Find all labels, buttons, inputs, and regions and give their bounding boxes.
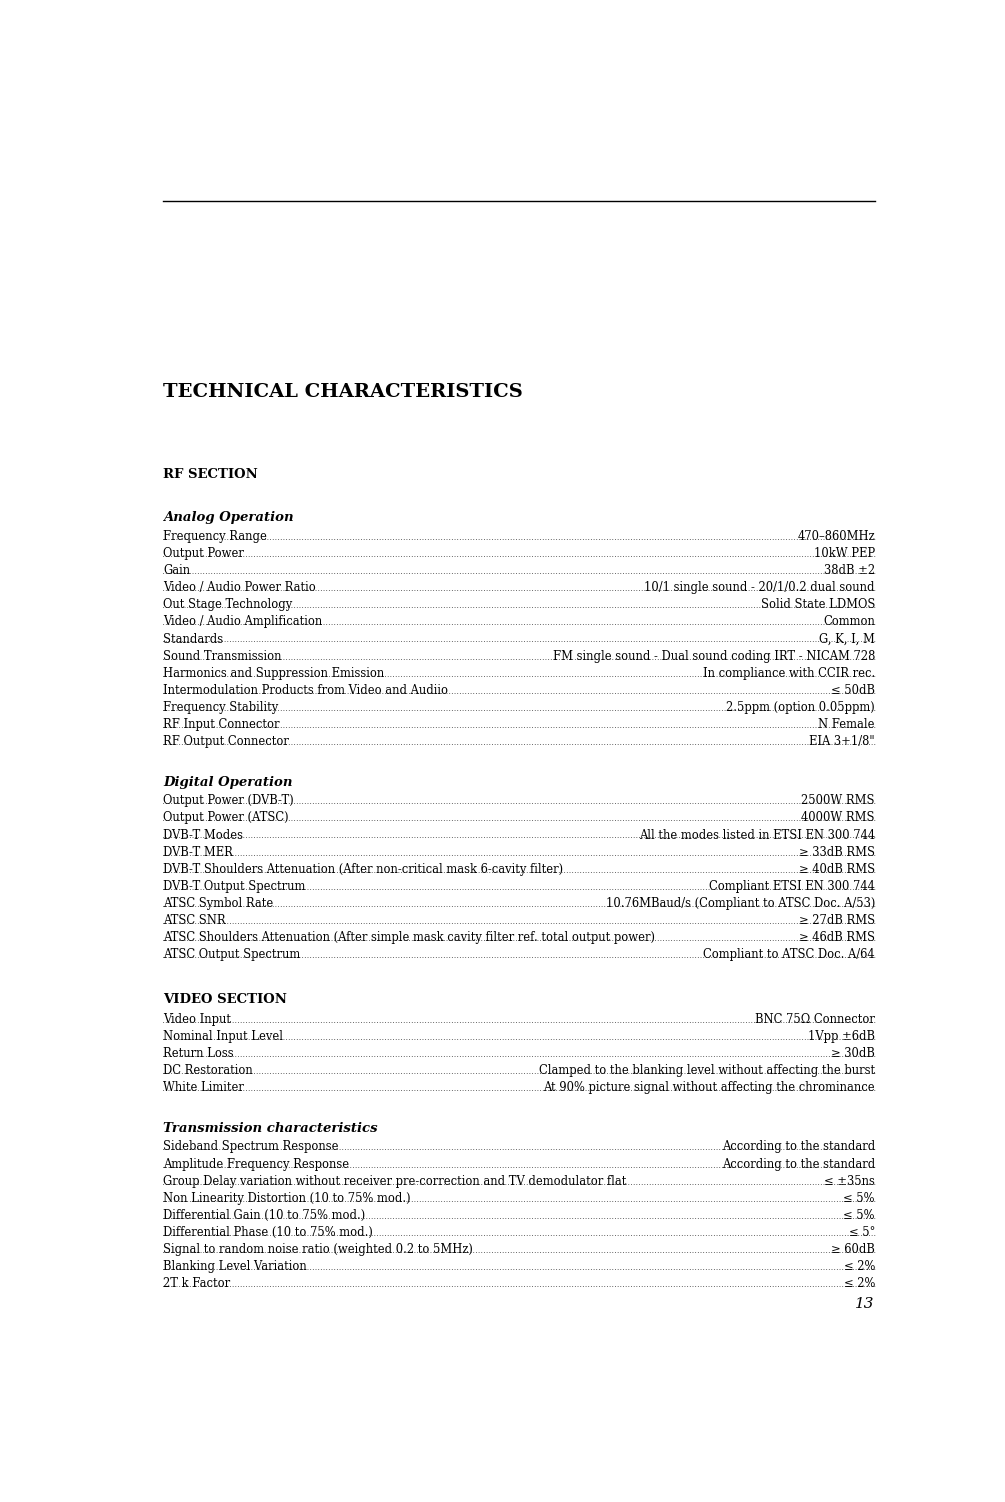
Text: ATSC Symbol Rate: ATSC Symbol Rate xyxy=(163,897,273,910)
Text: ≤ 2%: ≤ 2% xyxy=(843,1277,875,1290)
Text: ≤ 50dB: ≤ 50dB xyxy=(831,683,875,697)
Text: According to the standard: According to the standard xyxy=(722,1140,875,1154)
Text: All the modes listed in ETSI EN 300 744: All the modes listed in ETSI EN 300 744 xyxy=(639,829,875,841)
Text: DVB-T Shoulders Attenuation (After non-critical mask 6-cavity filter): DVB-T Shoulders Attenuation (After non-c… xyxy=(163,862,563,876)
Text: Video / Audio Amplification: Video / Audio Amplification xyxy=(163,616,323,628)
Text: RF SECTION: RF SECTION xyxy=(163,469,257,481)
Text: G, K, I, M: G, K, I, M xyxy=(819,632,875,646)
Text: Harmonics and Suppression Emission: Harmonics and Suppression Emission xyxy=(163,667,384,680)
Text: Frequency Stability: Frequency Stability xyxy=(163,701,278,713)
Text: Standards: Standards xyxy=(163,632,223,646)
Text: According to the standard: According to the standard xyxy=(722,1158,875,1170)
Text: At 90% picture signal without affecting the chrominance: At 90% picture signal without affecting … xyxy=(544,1081,875,1095)
Text: 4000W RMS: 4000W RMS xyxy=(801,811,875,825)
Text: ≥ 46dB RMS: ≥ 46dB RMS xyxy=(799,931,875,945)
Text: Compliant to ATSC Doc. A/64: Compliant to ATSC Doc. A/64 xyxy=(704,948,875,961)
Text: TECHNICAL CHARACTERISTICS: TECHNICAL CHARACTERISTICS xyxy=(163,383,523,401)
Text: Differential Phase (10 to 75% mod.): Differential Phase (10 to 75% mod.) xyxy=(163,1226,373,1239)
Text: DVB-T Modes: DVB-T Modes xyxy=(163,829,243,841)
Text: Nominal Input Level: Nominal Input Level xyxy=(163,1030,283,1042)
Text: ≥ 33dB RMS: ≥ 33dB RMS xyxy=(799,846,875,859)
Text: Signal to random noise ratio (weighted 0.2 to 5MHz): Signal to random noise ratio (weighted 0… xyxy=(163,1244,473,1256)
Text: DVB-T MER: DVB-T MER xyxy=(163,846,233,859)
Text: Differential Gain (10 to 75% mod.): Differential Gain (10 to 75% mod.) xyxy=(163,1209,365,1223)
Text: 1Vpp ±6dB: 1Vpp ±6dB xyxy=(808,1030,875,1042)
Text: ≤ 5%: ≤ 5% xyxy=(843,1209,875,1223)
Text: EIA 3+1/8": EIA 3+1/8" xyxy=(809,736,875,748)
Text: Transmission characteristics: Transmission characteristics xyxy=(163,1122,378,1134)
Text: Output Power (DVB-T): Output Power (DVB-T) xyxy=(163,795,293,808)
Text: Video / Audio Power Ratio: Video / Audio Power Ratio xyxy=(163,581,316,595)
Text: RF Output Connector: RF Output Connector xyxy=(163,736,288,748)
Text: ≤ 5°: ≤ 5° xyxy=(848,1226,875,1239)
Text: ≥ 40dB RMS: ≥ 40dB RMS xyxy=(799,862,875,876)
Text: 470–860MHz: 470–860MHz xyxy=(797,530,875,542)
Text: Output Power (ATSC): Output Power (ATSC) xyxy=(163,811,288,825)
Text: In compliance with CCIR rec.: In compliance with CCIR rec. xyxy=(702,667,875,680)
Text: Video Input: Video Input xyxy=(163,1012,231,1026)
Text: ≥ 27dB RMS: ≥ 27dB RMS xyxy=(799,915,875,927)
Text: Blanking Level Variation: Blanking Level Variation xyxy=(163,1260,307,1274)
Text: Sideband Spectrum Response: Sideband Spectrum Response xyxy=(163,1140,339,1154)
Text: 2.5ppm (option 0.05ppm): 2.5ppm (option 0.05ppm) xyxy=(727,701,875,713)
Text: 13: 13 xyxy=(855,1298,875,1311)
Text: 2T k Factor: 2T k Factor xyxy=(163,1277,230,1290)
Text: 2500W RMS: 2500W RMS xyxy=(801,795,875,808)
Text: 10kW PEP: 10kW PEP xyxy=(814,547,875,560)
Text: ≥ 60dB: ≥ 60dB xyxy=(831,1244,875,1256)
Text: Digital Operation: Digital Operation xyxy=(163,775,292,789)
Text: RF Input Connector: RF Input Connector xyxy=(163,718,279,731)
Text: VIDEO SECTION: VIDEO SECTION xyxy=(163,993,286,1006)
Text: FM single sound - Dual sound coding IRT - NICAM 728: FM single sound - Dual sound coding IRT … xyxy=(553,650,875,662)
Text: 10/1 single sound - 20/1/0.2 dual sound: 10/1 single sound - 20/1/0.2 dual sound xyxy=(644,581,875,595)
Text: BNC 75Ω Connector: BNC 75Ω Connector xyxy=(755,1012,875,1026)
Text: White Limiter: White Limiter xyxy=(163,1081,244,1095)
Text: 38dB ±2: 38dB ±2 xyxy=(824,565,875,577)
Text: Solid State LDMOS: Solid State LDMOS xyxy=(761,598,875,611)
Text: Analog Operation: Analog Operation xyxy=(163,511,293,524)
Text: Amplitude Frequency Response: Amplitude Frequency Response xyxy=(163,1158,349,1170)
Text: Out Stage Technology: Out Stage Technology xyxy=(163,598,292,611)
Text: DC Restoration: DC Restoration xyxy=(163,1065,253,1077)
Text: Clamped to the blanking level without affecting the burst: Clamped to the blanking level without af… xyxy=(539,1065,875,1077)
Text: Sound Transmission: Sound Transmission xyxy=(163,650,281,662)
Text: ATSC Output Spectrum: ATSC Output Spectrum xyxy=(163,948,300,961)
Text: Return Loss: Return Loss xyxy=(163,1047,233,1060)
Text: Non Linearity Distortion (10 to 75% mod.): Non Linearity Distortion (10 to 75% mod.… xyxy=(163,1193,411,1205)
Text: Common: Common xyxy=(823,616,875,628)
Text: Frequency Range: Frequency Range xyxy=(163,530,267,542)
Text: Output Power: Output Power xyxy=(163,547,244,560)
Text: ≤ 5%: ≤ 5% xyxy=(843,1193,875,1205)
Text: Compliant ETSI EN 300 744: Compliant ETSI EN 300 744 xyxy=(710,880,875,892)
Text: ≤ 2%: ≤ 2% xyxy=(843,1260,875,1274)
Text: ATSC Shoulders Attenuation (After simple mask cavity filter ref. total output po: ATSC Shoulders Attenuation (After simple… xyxy=(163,931,655,945)
Text: Intermodulation Products from Video and Audiio: Intermodulation Products from Video and … xyxy=(163,683,448,697)
Text: DVB-T Output Spectrum: DVB-T Output Spectrum xyxy=(163,880,306,892)
Text: ≤ ±35ns: ≤ ±35ns xyxy=(824,1175,875,1188)
Text: Group Delay variation without receiver pre-correction and TV demodulator flat: Group Delay variation without receiver p… xyxy=(163,1175,626,1188)
Text: ATSC SNR: ATSC SNR xyxy=(163,915,226,927)
Text: 10.76MBaud/s (Compliant to ATSC Doc. A/53): 10.76MBaud/s (Compliant to ATSC Doc. A/5… xyxy=(606,897,875,910)
Text: Gain: Gain xyxy=(163,565,190,577)
Text: ≥ 30dB: ≥ 30dB xyxy=(831,1047,875,1060)
Text: N Female: N Female xyxy=(818,718,875,731)
